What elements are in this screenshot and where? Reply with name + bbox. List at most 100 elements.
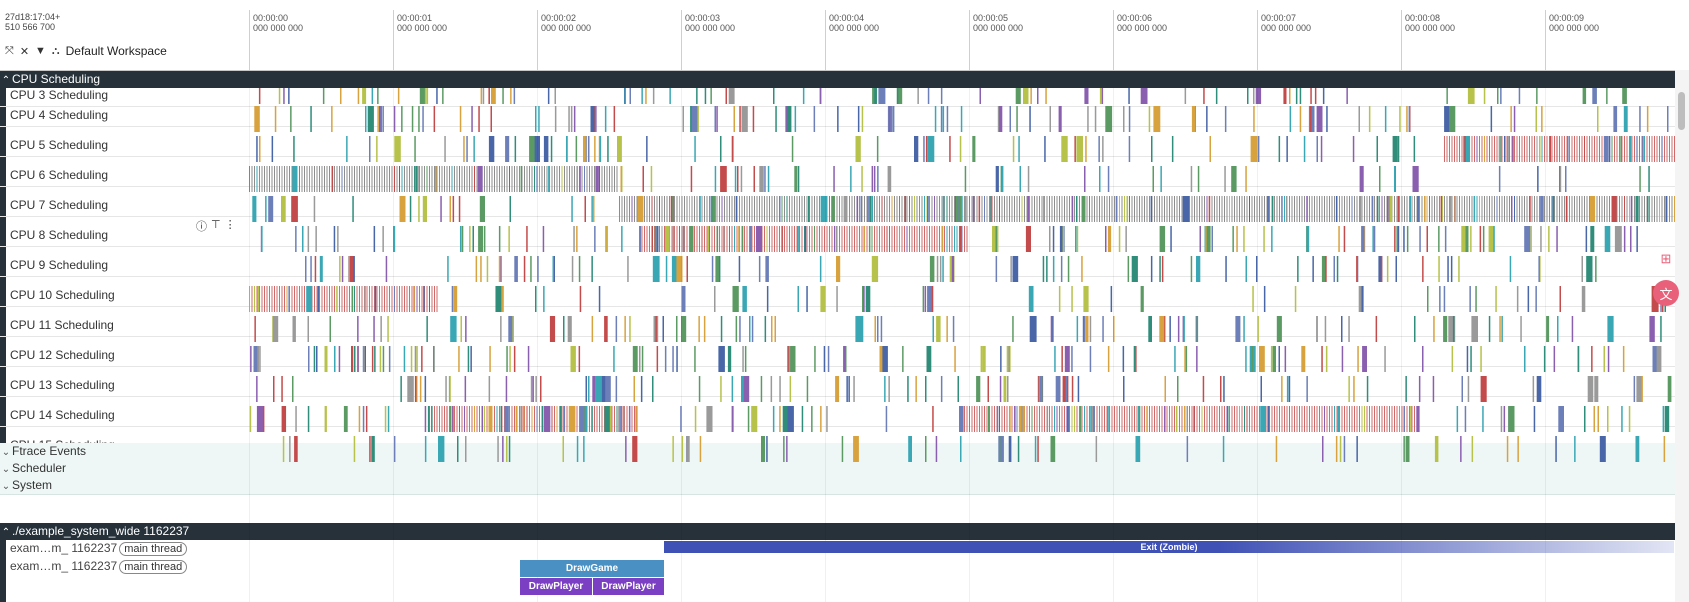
cpu-track-lane[interactable]	[249, 88, 1675, 104]
track-lanes[interactable]	[249, 0, 1675, 602]
collapse-all-icon[interactable]: ⤧	[5, 44, 14, 57]
chevron-up-icon[interactable]: ⌃	[1, 75, 11, 86]
sched-slice	[1069, 406, 1070, 432]
sched-slice	[1226, 196, 1228, 222]
cpu-track-label[interactable]: CPU 7 Scheduling	[10, 198, 109, 212]
process-group-header[interactable]: ⌃ ./example_system_wide 1162237	[0, 523, 1675, 540]
sched-slice	[1140, 88, 1148, 104]
time-ruler[interactable]: 00:00:00 000 000 000 00:00:01 000 000 000 00…	[249, 10, 1689, 70]
cpu-track-lane[interactable]	[249, 256, 1675, 282]
unpin-all-icon[interactable]: ✕	[19, 45, 30, 58]
cpu-track-lane[interactable]	[249, 136, 1675, 162]
add-panel-icon[interactable]: ⊞	[1660, 251, 1672, 266]
sched-slice	[1498, 136, 1501, 162]
sched-slice	[623, 406, 625, 432]
cpu-track-label[interactable]: CPU 14 Scheduling	[10, 408, 115, 422]
filter-icon[interactable]: ▼	[35, 45, 46, 57]
sched-slice	[488, 406, 493, 432]
drawplayer-slice[interactable]: DrawPlayer	[520, 578, 592, 595]
sched-slice	[949, 226, 950, 252]
drawgame-slice[interactable]: DrawGame	[520, 560, 664, 577]
sched-slice	[881, 196, 883, 222]
translate-icon[interactable]: 文	[1653, 280, 1679, 306]
sched-slice	[914, 196, 915, 222]
more-options-icon[interactable]: ⋮	[224, 219, 236, 231]
help-icon[interactable]: ⓘ	[196, 221, 207, 233]
sched-slice	[1197, 166, 1200, 192]
thread-row-2-label[interactable]: exam…m_ 1162237 main thread	[10, 559, 188, 574]
sched-slice	[1352, 136, 1355, 162]
sched-slice	[1310, 106, 1312, 132]
sched-slice	[924, 286, 927, 312]
sched-slice	[1354, 406, 1355, 432]
cpu-track-label[interactable]: CPU 8 Scheduling	[10, 228, 109, 242]
sched-slice	[1099, 196, 1100, 222]
chevron-up-icon[interactable]: ⌃	[1, 527, 11, 538]
exit-zombie-slice[interactable]: Exit (Zombie)	[664, 541, 1674, 553]
sched-slice	[604, 106, 607, 132]
cpu-track-label[interactable]: CPU 4 Scheduling	[10, 108, 109, 122]
cpu-track-lane[interactable]	[249, 106, 1675, 132]
system-group[interactable]: ⌄ System	[0, 477, 1675, 495]
sched-slice	[1135, 436, 1141, 462]
sched-slice	[1609, 196, 1610, 222]
sched-slice	[681, 316, 687, 342]
cpu-track-label[interactable]: CPU 10 Scheduling	[10, 288, 115, 302]
sched-slice	[1076, 406, 1078, 432]
thread-row-1-label[interactable]: exam…m_ 1162237 main thread	[10, 541, 188, 556]
cpu-track-lane[interactable]	[249, 406, 1675, 432]
sched-slice	[1501, 196, 1503, 222]
sched-slice	[1164, 376, 1166, 402]
sched-slice	[1021, 196, 1023, 222]
sched-slice	[1489, 136, 1490, 162]
workspace-icon[interactable]: ⛬	[51, 44, 60, 57]
sched-slice	[385, 256, 388, 282]
sched-slice	[661, 196, 663, 222]
sched-slice	[616, 406, 618, 432]
sched-slice	[1295, 88, 1298, 104]
sched-slice	[534, 406, 535, 432]
workspace-label[interactable]: Default Workspace	[65, 44, 167, 58]
sched-slice	[889, 226, 890, 252]
pin-icon[interactable]: ⊤	[211, 219, 221, 231]
cpu-track-label[interactable]: CPU 6 Scheduling	[10, 168, 109, 182]
sched-slice	[416, 346, 418, 372]
sched-slice	[1375, 316, 1378, 342]
vertical-scrollbar[interactable]	[1675, 70, 1689, 602]
sched-slice	[1373, 226, 1376, 252]
cpu-track-lane[interactable]	[249, 316, 1675, 342]
sched-slice	[785, 106, 792, 132]
cpu-track-lane[interactable]	[249, 226, 1675, 252]
cpu-track-lane[interactable]	[249, 346, 1675, 372]
sched-slice	[473, 136, 475, 162]
sched-slice	[1271, 406, 1273, 432]
sched-slice	[1071, 346, 1073, 372]
cpu-track-lane[interactable]	[249, 436, 1675, 462]
scroll-thumb[interactable]	[1678, 92, 1685, 130]
cpu-track-label[interactable]: CPU 12 Scheduling	[10, 348, 115, 362]
sched-slice	[706, 226, 708, 252]
cpu-track-label[interactable]: CPU 11 Scheduling	[10, 318, 114, 332]
sched-slice	[674, 196, 675, 222]
cpu-track-label[interactable]: CPU 13 Scheduling	[10, 378, 115, 392]
sched-slice	[621, 226, 623, 252]
sched-slice	[1041, 406, 1043, 432]
cpu-scheduling-group-header[interactable]: ⌃ CPU Scheduling	[0, 71, 1675, 88]
sched-slice	[578, 256, 581, 282]
sched-slice	[1131, 256, 1138, 282]
sched-slice	[734, 166, 737, 192]
cpu-track-label[interactable]: CPU 5 Scheduling	[10, 138, 109, 152]
sched-slice	[1646, 106, 1649, 132]
sched-slice	[570, 106, 573, 132]
sched-slice	[486, 166, 488, 192]
cpu-track-lane[interactable]	[249, 166, 1675, 192]
cpu-track-label[interactable]: CPU 3 Scheduling	[10, 88, 109, 102]
sched-slice	[1062, 376, 1069, 402]
cpu-track-lane[interactable]	[249, 286, 1675, 312]
cpu-track-label[interactable]: CPU 9 Scheduling	[10, 258, 109, 272]
sched-slice	[1303, 136, 1306, 162]
drawplayer-slice[interactable]: DrawPlayer	[593, 578, 664, 595]
cpu-track-lane[interactable]	[249, 376, 1675, 402]
cpu-track-lane[interactable]	[249, 196, 1675, 222]
system-label: System	[12, 478, 53, 492]
